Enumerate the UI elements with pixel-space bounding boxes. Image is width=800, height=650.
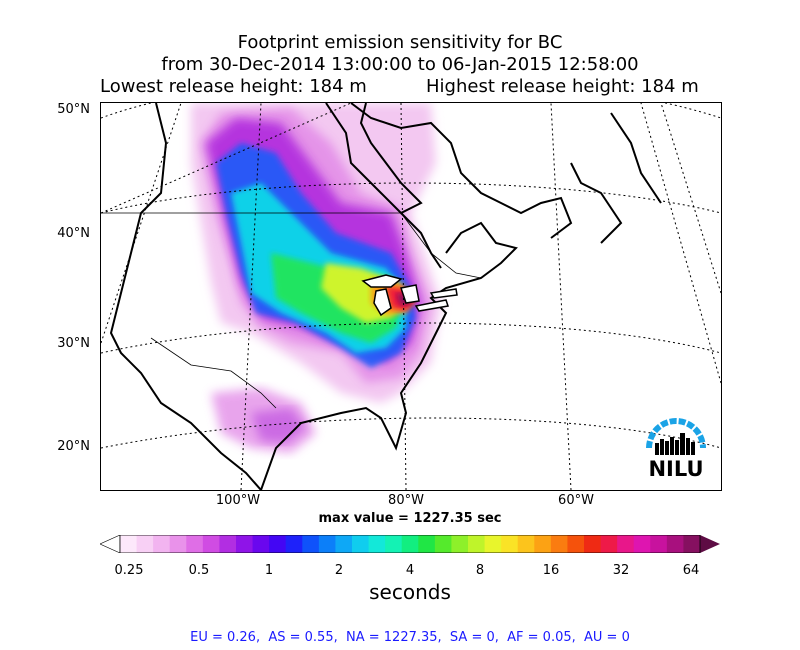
- colorbar-segment: [120, 535, 138, 553]
- colorbar-segment: [617, 535, 635, 553]
- colorbar-tick: 4: [405, 563, 415, 578]
- lowest-release-height: Lowest release height: 184 m: [100, 76, 367, 97]
- colorbar-tick: 0.25: [114, 563, 144, 578]
- colorbar-segment: [252, 535, 270, 553]
- lat-label-20: 20°N: [57, 439, 90, 454]
- lon-label-60w: 60°W: [558, 493, 594, 508]
- colorbar-segment: [136, 535, 154, 553]
- colorbar-segment: [401, 535, 419, 553]
- logo-graphic: [646, 418, 706, 455]
- colorbar-segment: [484, 535, 502, 553]
- colorbar-min-extension: [100, 535, 121, 553]
- region-summary: EU = 0.26, AS = 0.55, NA = 1227.35, SA =…: [190, 630, 630, 645]
- colorbar-segment: [666, 535, 684, 553]
- colorbar-tick: 2: [334, 563, 344, 578]
- lat-label-40: 40°N: [57, 226, 90, 241]
- colorbar: [100, 535, 720, 553]
- colorbar-segment: [550, 535, 568, 553]
- colorbar-segment: [153, 535, 171, 553]
- colorbar-segment: [169, 535, 187, 553]
- colorbar-tick: 1: [264, 563, 274, 578]
- colorbar-segment: [368, 535, 386, 553]
- lat-label-30: 30°N: [57, 336, 90, 351]
- footprint-map: NILU: [100, 102, 722, 491]
- coastline: [109, 103, 662, 490]
- colorbar-segment: [236, 535, 254, 553]
- country-borders: [101, 212, 482, 409]
- colorbar-segment: [302, 535, 320, 553]
- colorbar-outline: [119, 535, 701, 553]
- colorbar-segment: [335, 535, 353, 553]
- colorbar-segment: [451, 535, 469, 553]
- colorbar-segment: [501, 535, 519, 553]
- map-title: Footprint emission sensitivity for BC: [237, 32, 563, 53]
- colorbar-segment: [534, 535, 552, 553]
- map-canvas: [101, 103, 721, 490]
- highest-release-height: Highest release height: 184 m: [426, 76, 699, 97]
- colorbar-segment: [418, 535, 436, 553]
- max-value-label: max value = 1227.35 sec: [318, 511, 502, 526]
- colorbar-max-extension: [700, 535, 720, 553]
- colorbar-segment: [285, 535, 303, 553]
- colorbar-tick: 0.5: [188, 563, 210, 578]
- lat-label-50: 50°N: [57, 102, 90, 117]
- logo-arc: [646, 418, 706, 449]
- colorbar-tick: 8: [475, 563, 485, 578]
- colorbar-tick: 64: [682, 563, 700, 578]
- colorbar-segment: [567, 535, 585, 553]
- colorbar-segment: [683, 535, 701, 553]
- colorbar-segment: [517, 535, 535, 553]
- colorbar-segment: [385, 535, 403, 553]
- colorbar-segment: [434, 535, 452, 553]
- time-range-subtitle: from 30-Dec-2014 13:00:00 to 06-Jan-2015…: [161, 54, 639, 75]
- colorbar-segment: [186, 535, 204, 553]
- colorbar-segment: [600, 535, 618, 553]
- great-lakes: [361, 274, 458, 317]
- colorbar-segment: [352, 535, 370, 553]
- colorbar-segment: [468, 535, 486, 553]
- lon-label-100w: 100°W: [215, 493, 261, 508]
- colorbar-segment: [219, 535, 237, 553]
- colorbar-segment: [633, 535, 651, 553]
- colorbar-segment: [584, 535, 602, 553]
- nilu-logo: NILU: [641, 413, 711, 483]
- colorbar-label: seconds: [369, 580, 451, 604]
- logo-text: NILU: [648, 457, 704, 481]
- lon-label-80w: 80°W: [388, 493, 424, 508]
- colorbar-segment: [269, 535, 287, 553]
- colorbar-tick: 16: [542, 563, 560, 578]
- colorbar-tick: 32: [612, 563, 630, 578]
- sensitivity-plume: [191, 103, 441, 453]
- colorbar-segment: [650, 535, 668, 553]
- colorbar-segment: [202, 535, 220, 553]
- colorbar-segment: [318, 535, 336, 553]
